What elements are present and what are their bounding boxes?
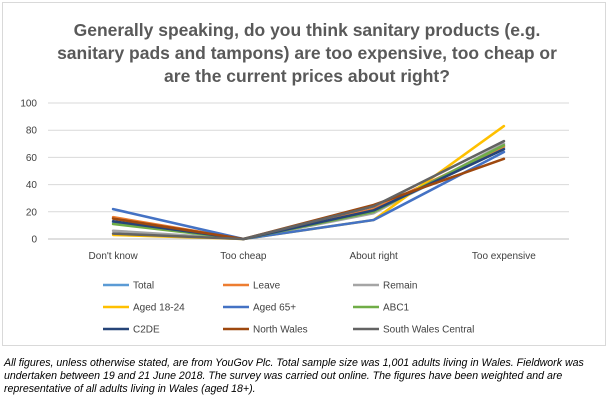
y-tick-label: 20 [26,207,38,218]
x-tick-label: Don't know [89,251,139,262]
line-chart: 0 20 40 60 80 100 Don't know Too cheap About rig… [20,99,569,336]
x-tick-label: About right [349,251,398,262]
y-tick-label: 100 [20,99,37,110]
y-tick-label: 0 [31,235,37,246]
axis-labels: 0 20 40 60 80 100 Don't know Too cheap About rig… [20,99,536,263]
legend-label: ABC1 [383,303,410,314]
x-tick-label: Too expensive [472,251,536,262]
legend-label: Leave [253,281,281,292]
x-tick-label: Too cheap [220,251,267,262]
footnote: All figures, unless otherwise stated, ar… [4,357,584,395]
chart-title: Generally speaking, do you think sanitar… [57,20,557,86]
legend-label: North Wales [253,325,308,336]
chart-frame: Generally speaking, do you think sanitar… [2,2,606,346]
legend-label: Remain [383,281,417,292]
legend-label: C2DE [133,325,160,336]
legend-label: Aged 65+ [253,303,296,314]
legend-label: Aged 18-24 [133,303,185,314]
series-line-c2de [111,147,506,241]
series-line-aged-65- [111,150,506,241]
legend: Total Leave Remain Aged 18-24 Aged 65+ ABC1 C2… [103,281,474,336]
series-lines [111,124,506,241]
legend-label: Total [133,281,154,292]
y-tick-label: 60 [26,153,38,164]
y-tick-label: 40 [26,180,38,191]
legend-label: South Wales Central [383,325,474,336]
series-line-south-wales-central [111,139,506,241]
y-tick-label: 80 [26,126,38,137]
